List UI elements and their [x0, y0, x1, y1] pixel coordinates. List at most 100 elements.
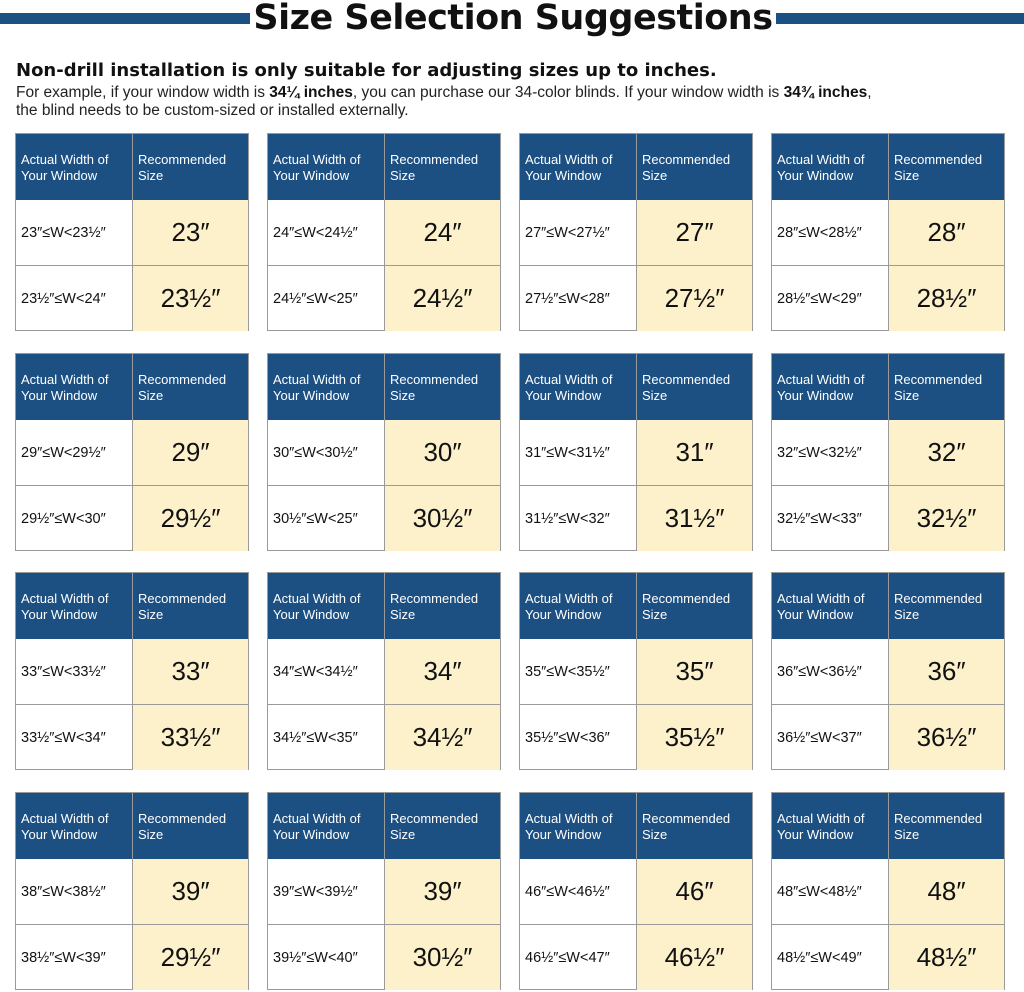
- table-row: 29½″≤W<30″ 29½″: [16, 485, 248, 551]
- width-range: 39½″≤W<40″: [273, 949, 358, 966]
- header-actual-width-line1: Actual Width of: [273, 372, 361, 387]
- header-recommended-line2: Size: [894, 388, 920, 403]
- size-table: Actual Width of Your Window Recommended Siz…: [267, 133, 501, 331]
- column-divider: [132, 573, 133, 769]
- recommended-size: 28½″: [889, 266, 1004, 331]
- size-table: Actual Width of Your Window Recommended Siz…: [519, 353, 753, 551]
- header-actual-width: Actual Width of Your Window: [273, 372, 383, 404]
- header-recommended-size: Recommended Size: [390, 372, 500, 404]
- header-actual-width-line2: Your Window: [21, 168, 98, 183]
- header-recommended-size: Recommended Size: [894, 811, 1004, 843]
- header-recommended-line1: Recommended: [138, 372, 227, 387]
- table-row: 34″≤W<34½″ 34″: [268, 639, 500, 704]
- header-recommended-line2: Size: [642, 827, 668, 842]
- header-actual-width: Actual Width of Your Window: [273, 152, 383, 184]
- column-divider: [132, 134, 133, 330]
- table-row: 32″≤W<32½″ 32″: [772, 420, 1004, 485]
- header-recommended-size: Recommended Size: [642, 372, 752, 404]
- header-actual-width-line2: Your Window: [777, 388, 854, 403]
- header-actual-width-line1: Actual Width of: [273, 152, 361, 167]
- column-divider: [384, 134, 385, 330]
- recommended-size: 31″: [637, 420, 752, 485]
- column-divider: [132, 354, 133, 550]
- header-recommended-line1: Recommended: [138, 591, 227, 606]
- width-range: 46″≤W<46½″: [525, 883, 610, 900]
- recommended-size: 30″: [385, 420, 500, 485]
- header-actual-width: Actual Width of Your Window: [21, 811, 131, 843]
- header-actual-width-line2: Your Window: [273, 388, 350, 403]
- column-divider: [636, 793, 637, 989]
- header-actual-width-line2: Your Window: [273, 607, 350, 622]
- table-row: 27½″≤W<28″ 27½″: [520, 265, 752, 331]
- table-row: 30½″≤W<25″ 30½″: [268, 485, 500, 551]
- description-text: For example, if your window width is: [16, 84, 270, 101]
- recommended-size: 48″: [889, 859, 1004, 924]
- table-row: 30″≤W<30½″ 30″: [268, 420, 500, 485]
- header-actual-width-line1: Actual Width of: [21, 591, 109, 606]
- header-actual-width-line2: Your Window: [525, 388, 602, 403]
- header-recommended-size: Recommended Size: [390, 591, 500, 623]
- table-row: 24″≤W<24½″ 24″: [268, 200, 500, 265]
- size-table: Actual Width of Your Window Recommended Siz…: [267, 792, 501, 990]
- header-recommended-line1: Recommended: [390, 152, 479, 167]
- table-row: 27″≤W<27½″ 27″: [520, 200, 752, 265]
- size-table: Actual Width of Your Window Recommended Siz…: [15, 792, 249, 990]
- width-range: 36½″≤W<37″: [777, 729, 862, 746]
- table-row: 35½″≤W<36″ 35½″: [520, 704, 752, 770]
- header-actual-width-line1: Actual Width of: [777, 372, 865, 387]
- header-recommended-line2: Size: [138, 168, 164, 183]
- title-row: Size Selection Suggestions: [0, 0, 1024, 40]
- table-row: 28½″≤W<29″ 28½″: [772, 265, 1004, 331]
- header-recommended-line1: Recommended: [894, 152, 983, 167]
- width-range: 27½″≤W<28″: [525, 290, 610, 307]
- header-actual-width: Actual Width of Your Window: [21, 591, 131, 623]
- header-recommended-line2: Size: [138, 388, 164, 403]
- column-divider: [888, 573, 889, 769]
- header-recommended-line2: Size: [642, 607, 668, 622]
- header-recommended-line2: Size: [642, 388, 668, 403]
- header-actual-width-line1: Actual Width of: [525, 591, 613, 606]
- width-range: 39″≤W<39½″: [273, 883, 358, 900]
- header-actual-width: Actual Width of Your Window: [21, 372, 131, 404]
- width-range: 30½″≤W<25″: [273, 510, 358, 527]
- header-actual-width-line2: Your Window: [777, 168, 854, 183]
- width-range: 48½″≤W<49″: [777, 949, 862, 966]
- description-text: , you can purchase our 34-color blinds. …: [352, 84, 784, 101]
- header-recommended-size: Recommended Size: [138, 372, 248, 404]
- header-recommended-line1: Recommended: [894, 811, 983, 826]
- column-divider: [636, 134, 637, 330]
- table-row: 29″≤W<29½″ 29″: [16, 420, 248, 485]
- recommended-size: 34½″: [385, 705, 500, 770]
- header-actual-width-line1: Actual Width of: [273, 591, 361, 606]
- size-table: Actual Width of Your Window Recommended Siz…: [519, 133, 753, 331]
- header-actual-width-line2: Your Window: [777, 827, 854, 842]
- title-bar-left: [0, 13, 250, 24]
- recommended-size: 39″: [133, 859, 248, 924]
- width-range: 34½″≤W<35″: [273, 729, 358, 746]
- recommended-size: 23½″: [133, 266, 248, 331]
- width-range: 35½″≤W<36″: [525, 729, 610, 746]
- header-actual-width: Actual Width of Your Window: [273, 591, 383, 623]
- width-range: 30″≤W<30½″: [273, 444, 358, 461]
- header-actual-width: Actual Width of Your Window: [777, 591, 887, 623]
- size-table: Actual Width of Your Window Recommended Siz…: [267, 353, 501, 551]
- table-row: 23″≤W<23½″ 23″: [16, 200, 248, 265]
- description-line-2: the blind needs to be custom-sized or in…: [16, 102, 409, 119]
- width-range: 24½″≤W<25″: [273, 290, 358, 307]
- recommended-size: 35½″: [637, 705, 752, 770]
- table-row: 28″≤W<28½″ 28″: [772, 200, 1004, 265]
- header-actual-width-line1: Actual Width of: [525, 811, 613, 826]
- width-range: 48″≤W<48½″: [777, 883, 862, 900]
- table-row: 39½″≤W<40″ 30½″: [268, 924, 500, 990]
- header-recommended-size: Recommended Size: [894, 152, 1004, 184]
- recommended-size: 35″: [637, 639, 752, 704]
- column-divider: [132, 793, 133, 989]
- table-row: 38½″≤W<39″ 29½″: [16, 924, 248, 990]
- recommended-size: 27½″: [637, 266, 752, 331]
- table-row: 35″≤W<35½″ 35″: [520, 639, 752, 704]
- header-actual-width: Actual Width of Your Window: [525, 591, 635, 623]
- header-actual-width-line1: Actual Width of: [21, 372, 109, 387]
- width-range: 35″≤W<35½″: [525, 663, 610, 680]
- recommended-size: 29½″: [133, 925, 248, 990]
- column-divider: [384, 354, 385, 550]
